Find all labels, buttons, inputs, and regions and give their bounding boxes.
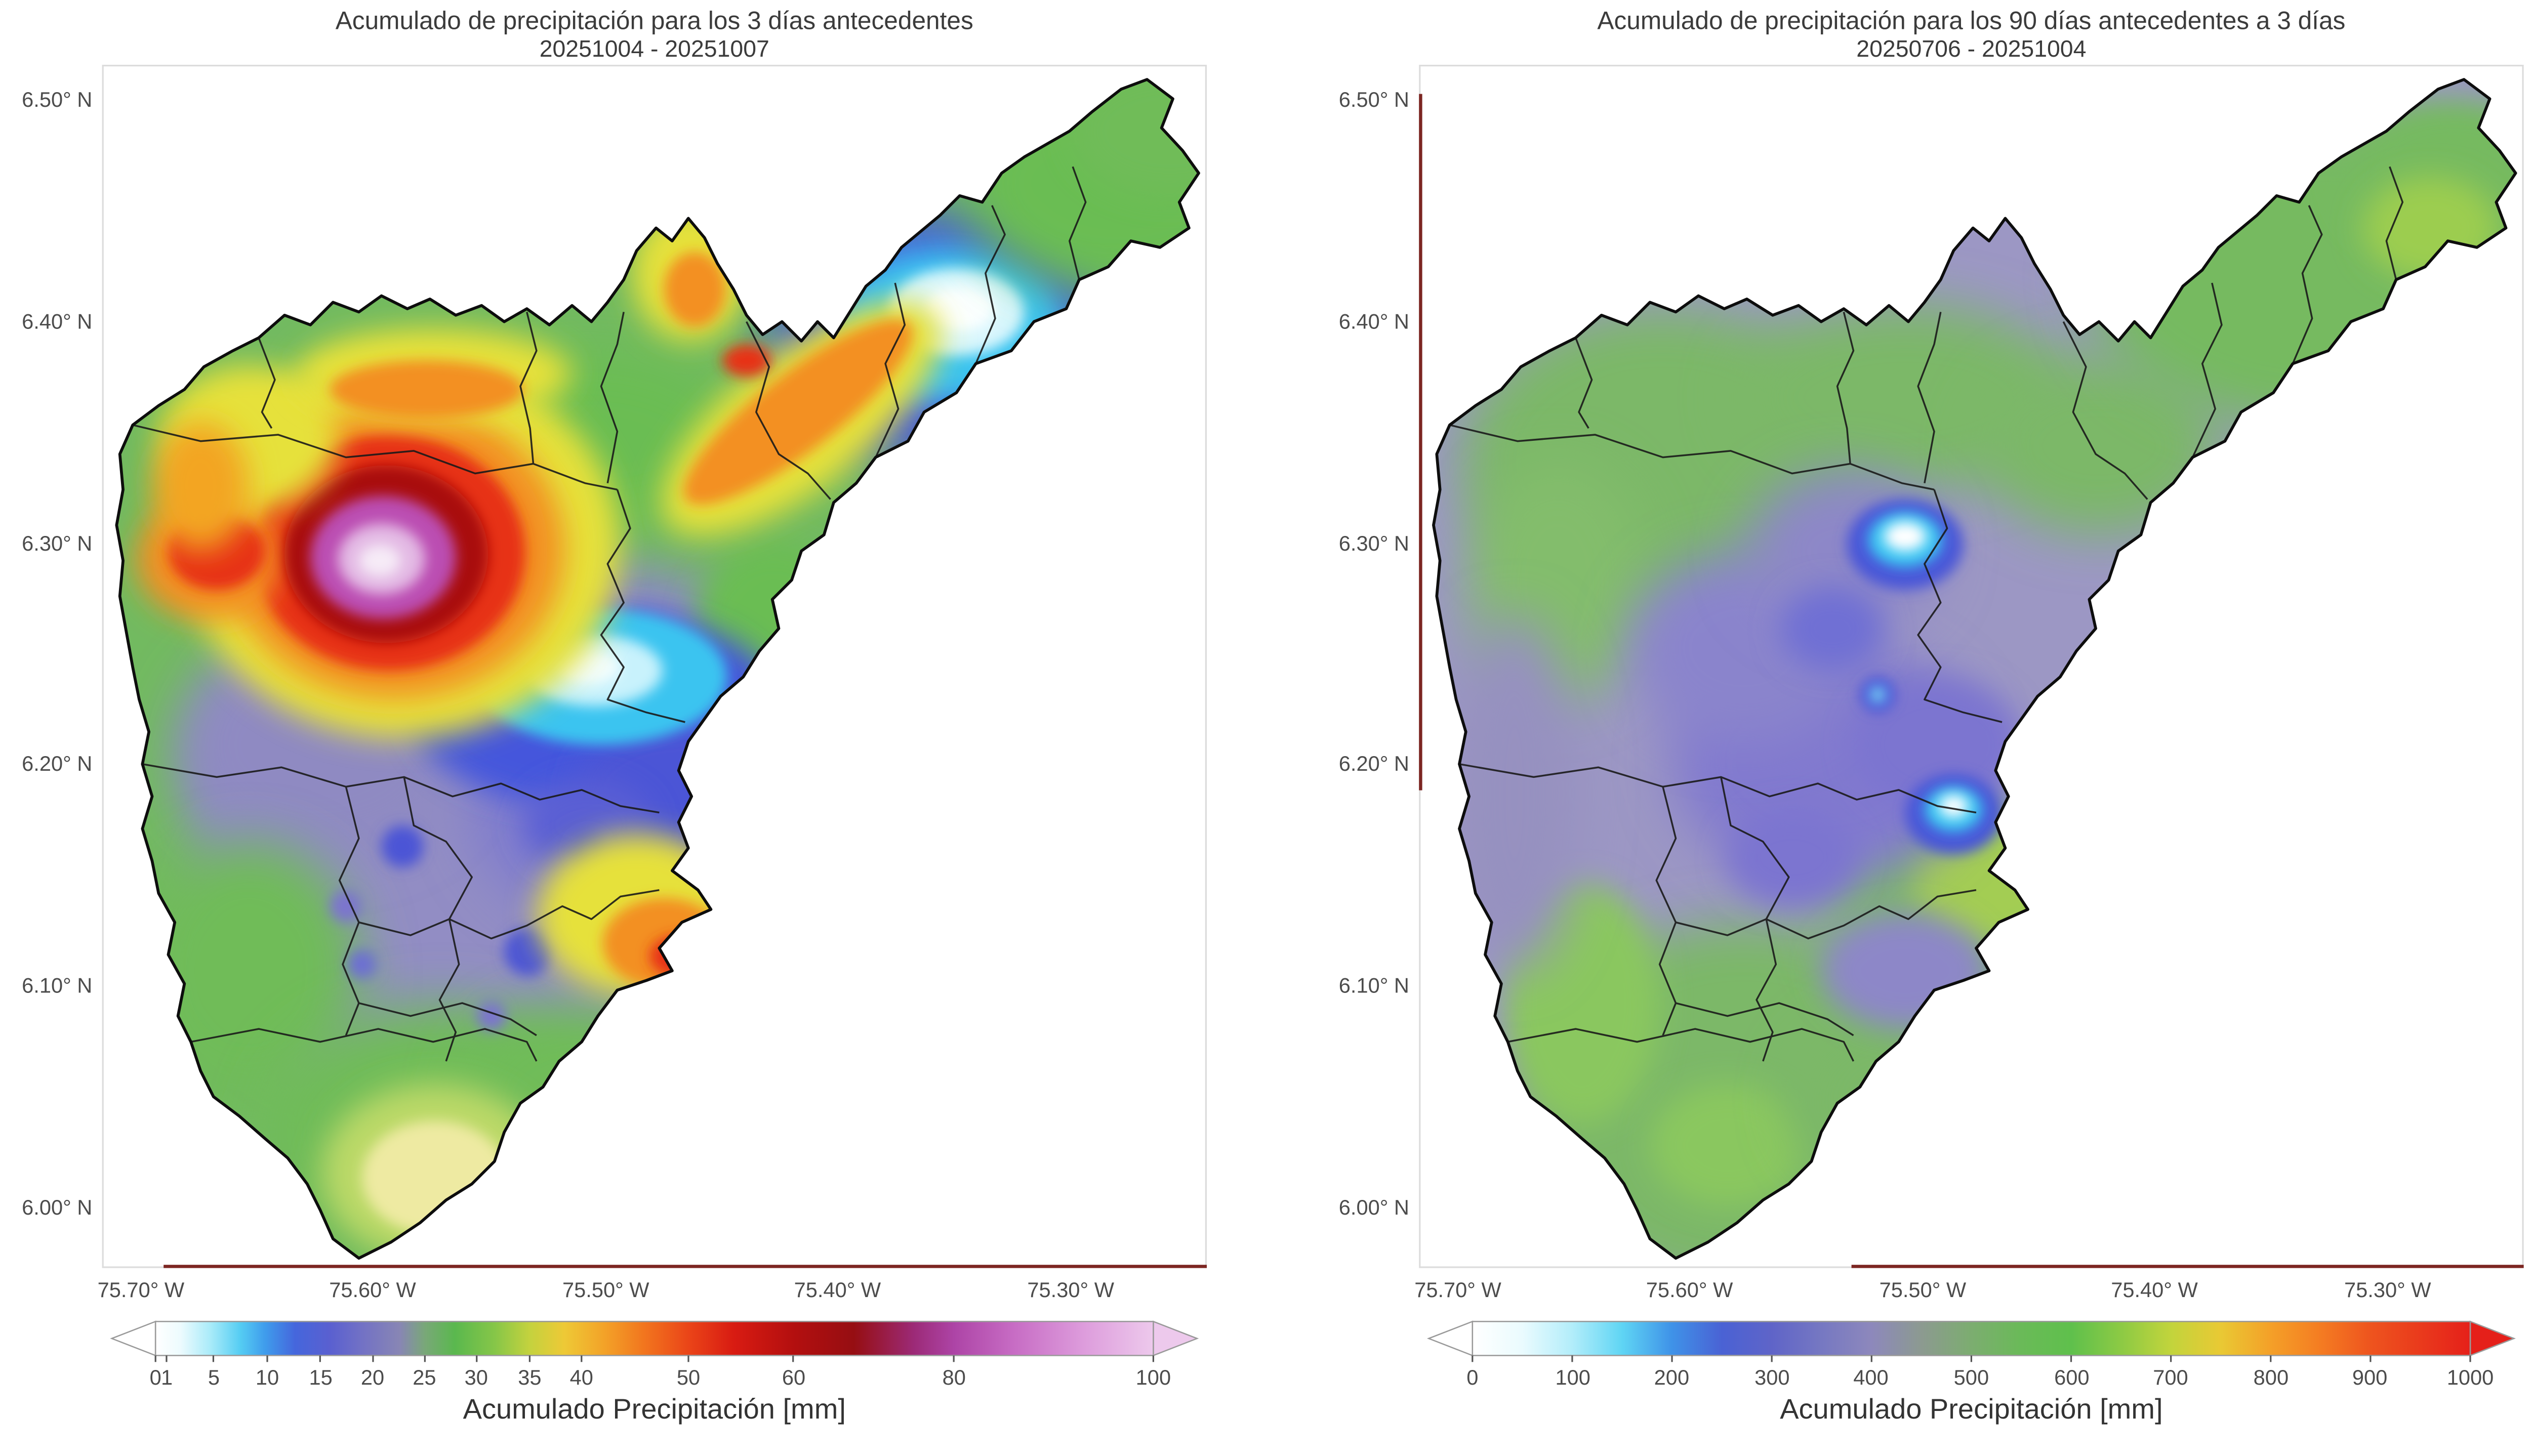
x-tick-label: 75.60° W [329,1277,416,1302]
colorbar-extend-max-arrow [1153,1320,1199,1357]
x-tick-label: 75.70° W [97,1277,185,1302]
colorbar-tick: 80 [942,1365,966,1390]
colorbar-tick-labels: 0 1 5 10 15 20 25 30 35 40 50 60 80 100 [150,1365,1171,1391]
colorbar-tick: 10 [255,1365,279,1390]
panel-title: Acumulado de precipitación para los 90 d… [1597,8,2346,36]
colorbar-tick: 100 [1135,1365,1171,1390]
panel-title: Acumulado de precipitación para los 3 dí… [335,8,973,36]
panel-3-days: Acumulado de precipitación para los 3 dí… [22,8,1207,1425]
colorbar-tick: 30 [464,1365,488,1390]
colorbar-tick: 35 [518,1365,542,1390]
x-tick-label: 75.40° W [2111,1277,2198,1302]
left-spine-accent [1419,94,1422,791]
map-plot-area [1419,65,2524,1268]
precipitation-field [116,79,1199,1259]
x-tick-label: 75.60° W [1646,1277,1733,1302]
y-tick-label: 6.10° N [1338,973,1409,998]
y-tick-label: 6.00° N [1338,1195,1409,1220]
y-tick-label: 6.30° N [22,531,93,556]
colorbar-tick: 50 [676,1365,701,1390]
colorbar-tick: 5 [208,1365,220,1390]
colorbar-tick: 0 [1466,1365,1479,1390]
x-tick-label: 75.30° W [2344,1277,2431,1302]
colorbar-tick: 500 [1953,1365,1989,1390]
panel-90-days: Acumulado de precipitación para los 90 d… [1317,0,2531,1456]
x-tick-label: 75.30° W [1027,1277,1114,1302]
x-tick-label: 75.40° W [794,1277,881,1302]
colorbar-extend-min-arrow [1426,1320,1474,1357]
colorbar-tick: 200 [1654,1365,1690,1390]
colorbar-tick: 400 [1853,1365,1889,1390]
y-tick-label: 6.20° N [22,751,93,776]
precipitation-map-3days [104,66,1205,1266]
colorbar-tick: 800 [2253,1365,2289,1390]
panel-subtitle: 20250706 - 20251004 [1856,37,2087,63]
y-tick-label: 6.20° N [1338,751,1409,776]
colorbar-tick: 100 [1555,1365,1590,1390]
colorbar-tick-marks [154,1355,1155,1362]
colorbar-tick: 25 [413,1365,436,1390]
colorbar-tick: 15 [309,1365,333,1390]
x-tick-label: 75.50° W [562,1277,649,1302]
colorbar-gradient [1472,1320,2471,1356]
bottom-spine-accent [1851,1265,2524,1268]
colorbar-tick: 900 [2352,1365,2388,1390]
colorbar-tick: 300 [1754,1365,1790,1390]
map-plot-area [102,65,1207,1268]
y-tick-label: 6.40° N [22,309,93,334]
colorbar-tick: 40 [569,1365,593,1390]
colorbar-label: Acumulado Precipitación [mm] [1780,1393,2163,1425]
colorbar-extend-min-arrow [110,1320,156,1357]
colorbar-tick: 1 [161,1365,173,1390]
precipitation-field [1433,79,2516,1259]
colorbar-tick: 60 [782,1365,806,1390]
municipality-boundaries [132,166,1087,1062]
colorbar-tick: 700 [2153,1365,2188,1390]
y-tick-label: 6.50° N [22,87,93,112]
y-tick-label: 6.10° N [22,973,93,998]
colorbar-tick-marks [1472,1355,2471,1362]
municipality-boundaries [1449,166,2404,1062]
colorbar-tick: 600 [2054,1365,2090,1390]
colorbar-label: Acumulado Precipitación [mm] [463,1393,846,1425]
colorbar-extend-max-arrow [2469,1320,2516,1357]
colorbar-90days [1426,1320,2516,1362]
y-tick-label: 6.50° N [1338,87,1409,112]
y-tick-label: 6.00° N [22,1195,93,1220]
y-tick-label: 6.30° N [1338,531,1409,556]
colorbar-gradient [154,1320,1154,1356]
colorbar-3days [110,1320,1199,1362]
x-tick-label: 75.70° W [1414,1277,1501,1302]
y-tick-label: 6.40° N [1338,309,1409,334]
precipitation-map-90days [1420,66,2522,1266]
x-tick-label: 75.50° W [1879,1277,1967,1302]
colorbar-tick: 1000 [2446,1365,2494,1390]
colorbar-tick: 0 [149,1365,161,1390]
colorbar-tick-labels: 0 100 200 300 400 500 600 700 800 900 10… [1466,1365,2494,1391]
colorbar-tick: 20 [360,1365,385,1390]
bottom-spine-accent [164,1265,1207,1268]
panel-subtitle: 20251004 - 20251007 [539,37,769,63]
